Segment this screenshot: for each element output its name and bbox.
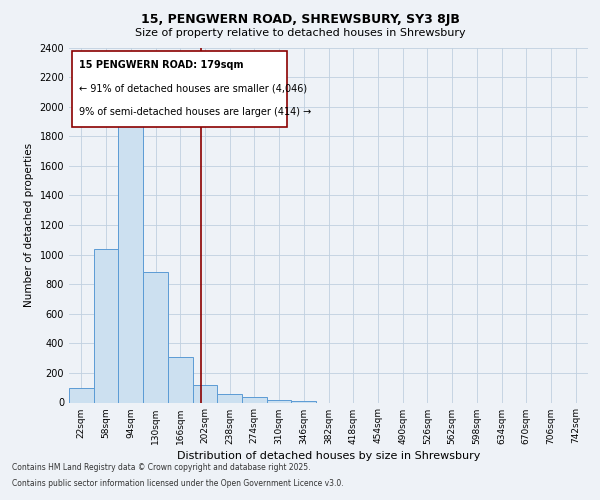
Text: 15, PENGWERN ROAD, SHREWSBURY, SY3 8JB: 15, PENGWERN ROAD, SHREWSBURY, SY3 8JB bbox=[140, 12, 460, 26]
Text: Size of property relative to detached houses in Shrewsbury: Size of property relative to detached ho… bbox=[134, 28, 466, 38]
Text: Contains HM Land Registry data © Crown copyright and database right 2025.: Contains HM Land Registry data © Crown c… bbox=[12, 464, 311, 472]
Y-axis label: Number of detached properties: Number of detached properties bbox=[24, 143, 34, 307]
Text: 9% of semi-detached houses are larger (414) →: 9% of semi-detached houses are larger (4… bbox=[79, 108, 311, 118]
Bar bbox=[242, 397, 267, 402]
Bar bbox=[193, 385, 217, 402]
Text: Contains public sector information licensed under the Open Government Licence v3: Contains public sector information licen… bbox=[12, 478, 344, 488]
X-axis label: Distribution of detached houses by size in Shrewsbury: Distribution of detached houses by size … bbox=[177, 450, 480, 460]
Text: 15 PENGWERN ROAD: 179sqm: 15 PENGWERN ROAD: 179sqm bbox=[79, 60, 244, 70]
Bar bbox=[94, 248, 118, 402]
Bar bbox=[217, 394, 242, 402]
Bar bbox=[143, 272, 168, 402]
Text: ← 91% of detached houses are smaller (4,046): ← 91% of detached houses are smaller (4,… bbox=[79, 84, 308, 94]
Bar bbox=[118, 118, 143, 403]
Bar bbox=[168, 356, 193, 403]
Bar bbox=[267, 400, 292, 402]
Bar bbox=[69, 388, 94, 402]
FancyBboxPatch shape bbox=[71, 51, 287, 128]
